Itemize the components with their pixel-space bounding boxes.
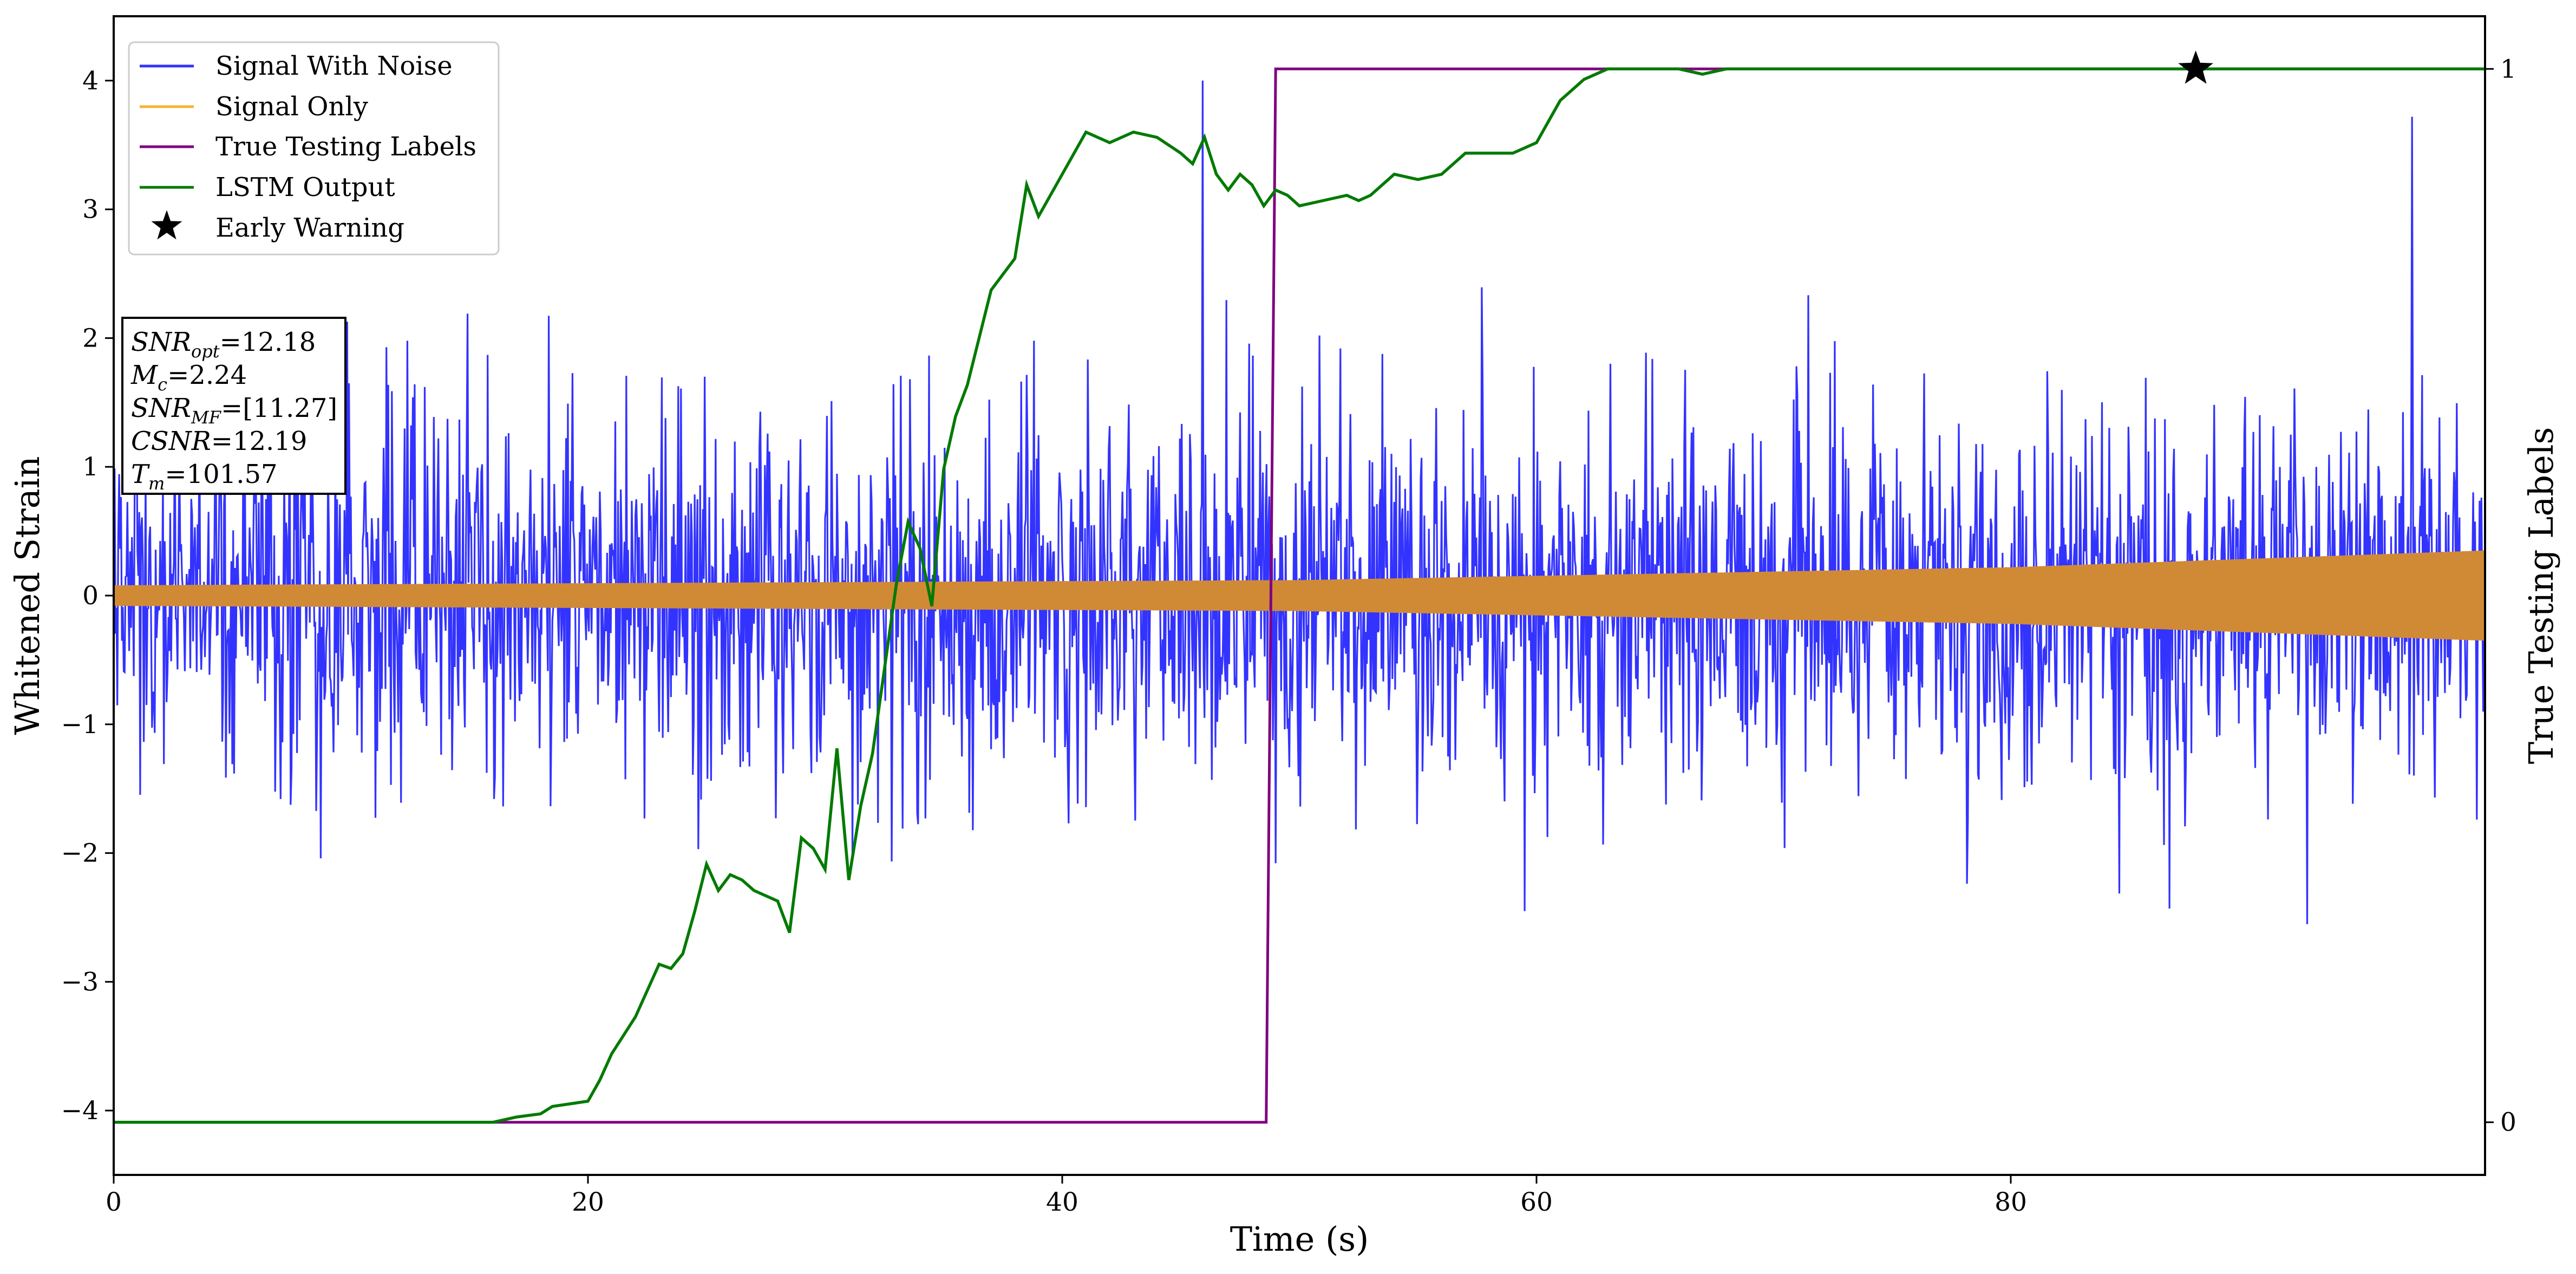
legend-item-signal-with-noise: Signal With Noise xyxy=(140,51,453,81)
y-tick-label: 1 xyxy=(82,452,99,482)
legend-label-signal-with-noise: Signal With Noise xyxy=(215,51,453,81)
y-tick-label: −3 xyxy=(61,967,99,997)
y2-tick-label: 0 xyxy=(2500,1108,2516,1138)
legend-label-early-warning: Early Warning xyxy=(215,213,404,243)
x-axis-ticks: 0 20 40 60 80 xyxy=(106,1175,2027,1217)
series-lstm-output xyxy=(114,67,2485,1124)
x-tick-label: 0 xyxy=(106,1187,122,1217)
early-warning-star xyxy=(2178,50,2213,84)
legend-star-icon xyxy=(151,210,182,240)
x-tick-label: 60 xyxy=(1520,1187,1553,1217)
legend-label-signal-only: Signal Only xyxy=(215,92,368,122)
series-signal-only-line xyxy=(114,550,2485,641)
annotation-box: SNRopt=12.18 Mc=2.24 SNRMF=[11.27] CSNR=… xyxy=(121,317,346,495)
legend-label-true-testing-labels: True Testing Labels xyxy=(215,132,476,162)
legend: Signal With Noise Signal Only True Testi… xyxy=(128,41,500,256)
legend-item-early-warning: Early Warning xyxy=(151,210,404,243)
y-tick-label: 4 xyxy=(82,66,99,96)
y-tick-label: −1 xyxy=(61,710,99,740)
y-axis-title: Whitened Strain xyxy=(8,456,47,735)
legend-box xyxy=(128,41,500,256)
annotation-mc: Mc=2.24 xyxy=(130,360,247,395)
annotation-frame xyxy=(121,317,346,495)
y-tick-label: 0 xyxy=(82,581,99,611)
early-warning-markers xyxy=(2178,50,2213,84)
legend-label-lstm-output: LSTM Output xyxy=(215,172,395,202)
legend-item-lstm-output: LSTM Output xyxy=(140,172,395,202)
x-tick-label: 40 xyxy=(1046,1187,1078,1217)
y-tick-label: 3 xyxy=(82,195,99,225)
y2-tick-label: 1 xyxy=(2500,54,2516,84)
annotation-tm: Tm=101.57 xyxy=(131,459,278,494)
y-tick-label: −4 xyxy=(61,1096,99,1126)
y2-axis-ticks: 01 xyxy=(2485,54,2516,1138)
x-axis-title: Time (s) xyxy=(1230,1219,1369,1259)
y-axis-ticks: −4 −3 −2 −1 0 1 2 3 4 xyxy=(61,66,114,1126)
plot-area xyxy=(114,50,2485,1124)
y-tick-label: 2 xyxy=(82,323,99,353)
annotation-snr-opt: SNRopt=12.18 xyxy=(131,327,316,362)
y2-axis-title: True Testing Labels xyxy=(2521,427,2561,765)
x-tick-label: 80 xyxy=(1995,1187,2027,1217)
legend-item-signal-only: Signal Only xyxy=(140,92,368,122)
x-tick-label: 20 xyxy=(572,1187,604,1217)
annotation-csnr: CSNR=12.19 xyxy=(131,426,307,456)
y-tick-label: −2 xyxy=(61,839,99,868)
legend-item-true-testing-labels: True Testing Labels xyxy=(140,132,476,162)
annotation-snr-mf: SNRMF=[11.27] xyxy=(131,393,337,428)
